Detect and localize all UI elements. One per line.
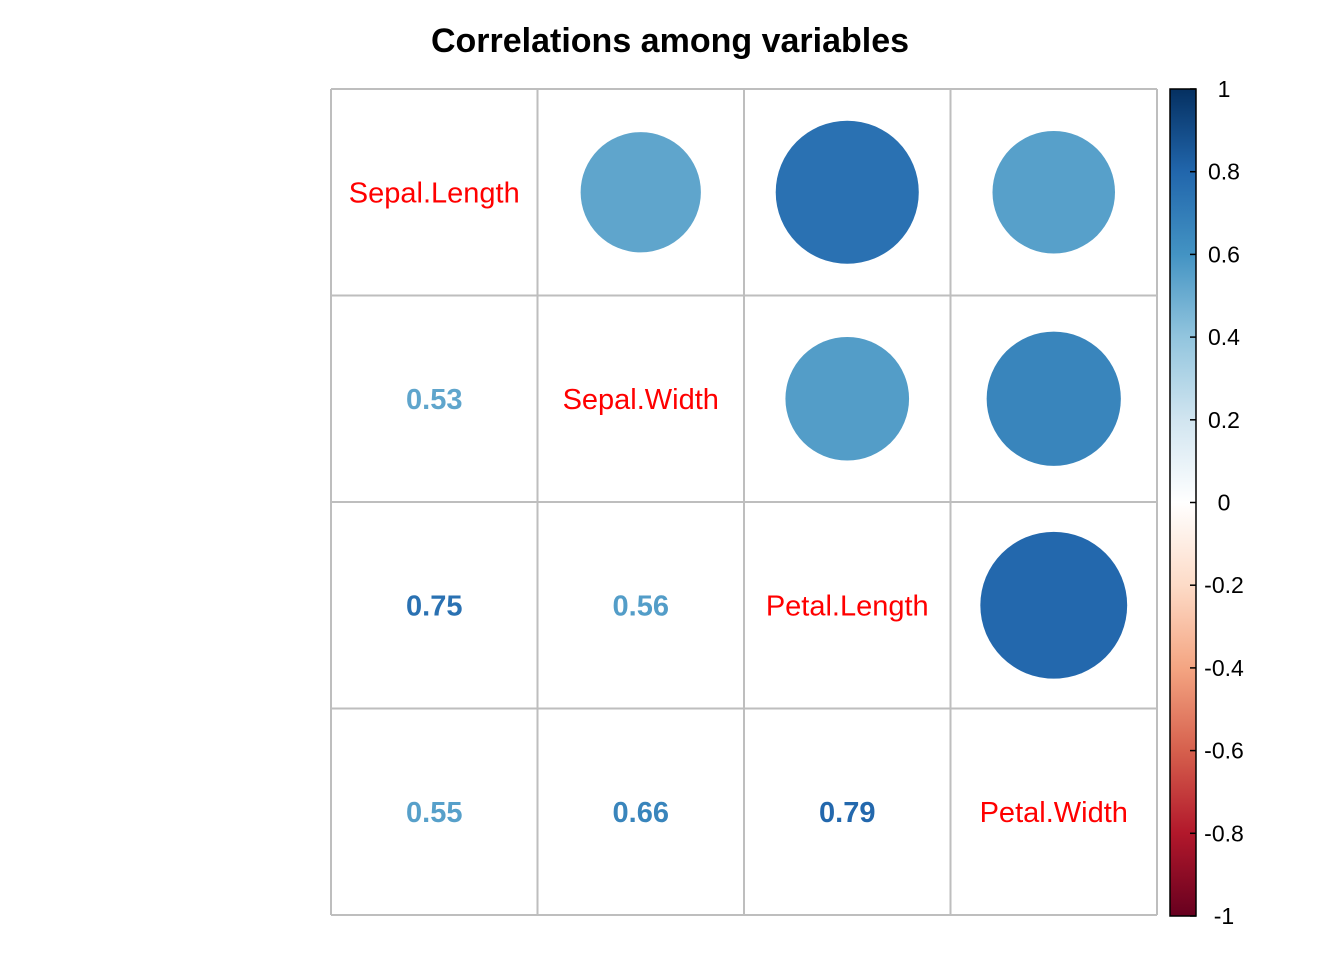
colorbar-tick-label: -0.6 — [1204, 738, 1244, 764]
correlation-value: 0.56 — [613, 590, 669, 622]
colorbar-tick-label: 0.2 — [1208, 407, 1240, 433]
chart-title: Correlations among variables — [431, 22, 909, 60]
correlation-value: 0.66 — [613, 797, 669, 829]
colorbar-tick-label: 0.4 — [1208, 324, 1240, 350]
colorbar-tick-label: 0.8 — [1208, 159, 1240, 185]
matrix-grid — [330, 88, 1158, 916]
correlation-value: 0.55 — [406, 797, 462, 829]
correlation-circle — [980, 531, 1128, 679]
correlation-circle — [775, 120, 919, 264]
correlation-circle — [986, 331, 1121, 466]
variable-label: Petal.Width — [980, 797, 1128, 829]
colorbar-tick-label: -0.4 — [1204, 655, 1244, 681]
colorbar-tick-label: -1 — [1214, 903, 1234, 929]
correlation-circle — [580, 132, 701, 253]
correlation-circle — [785, 336, 910, 461]
colorbar-tick-label: -0.8 — [1204, 820, 1244, 846]
matrix-cells: Sepal.Length 0.53 Sepal.Width 0.75 0.56 Petal… — [349, 120, 1128, 829]
correlation-value: 0.79 — [819, 797, 875, 829]
colorbar-tick-label: -0.2 — [1204, 572, 1244, 598]
variable-label: Sepal.Width — [563, 384, 719, 416]
colorbar-tick-label: 1 — [1218, 76, 1231, 102]
colorbar-tick-label: 0 — [1218, 490, 1231, 516]
correlation-value: 0.53 — [406, 384, 462, 416]
colorbar-tick-label: 0.6 — [1208, 241, 1240, 267]
variable-label: Sepal.Length — [349, 177, 520, 209]
variable-label: Petal.Length — [766, 590, 929, 622]
correlation-circle — [992, 130, 1116, 254]
correlation-value: 0.75 — [406, 590, 462, 622]
colorbar: 1 0.8 0.6 0.4 0.2 0 -0.2 -0.4 -0.6 -0.8 -1 — [1169, 76, 1244, 929]
